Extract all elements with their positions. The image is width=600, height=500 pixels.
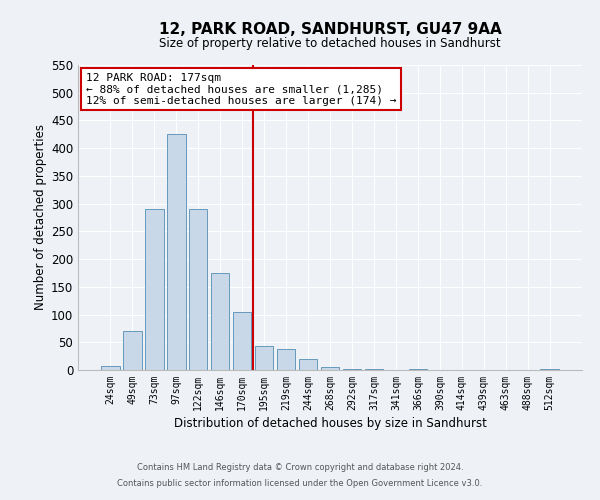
- Bar: [277, 350, 295, 370]
- Bar: [541, 369, 559, 370]
- Bar: [211, 273, 229, 370]
- Bar: [343, 369, 361, 370]
- Bar: [101, 366, 119, 370]
- Bar: [255, 346, 274, 370]
- Text: Contains HM Land Registry data © Crown copyright and database right 2024.: Contains HM Land Registry data © Crown c…: [137, 464, 463, 472]
- Text: 12, PARK ROAD, SANDHURST, GU47 9AA: 12, PARK ROAD, SANDHURST, GU47 9AA: [158, 22, 502, 38]
- Bar: [189, 209, 208, 370]
- Bar: [167, 134, 185, 370]
- Text: 12 PARK ROAD: 177sqm
← 88% of detached houses are smaller (1,285)
12% of semi-de: 12 PARK ROAD: 177sqm ← 88% of detached h…: [86, 72, 396, 106]
- Bar: [145, 209, 164, 370]
- Y-axis label: Number of detached properties: Number of detached properties: [34, 124, 47, 310]
- Bar: [320, 367, 340, 370]
- Bar: [299, 360, 317, 370]
- Text: Size of property relative to detached houses in Sandhurst: Size of property relative to detached ho…: [159, 38, 501, 51]
- Bar: [233, 312, 251, 370]
- Bar: [123, 331, 142, 370]
- X-axis label: Distribution of detached houses by size in Sandhurst: Distribution of detached houses by size …: [173, 417, 487, 430]
- Text: Contains public sector information licensed under the Open Government Licence v3: Contains public sector information licen…: [118, 478, 482, 488]
